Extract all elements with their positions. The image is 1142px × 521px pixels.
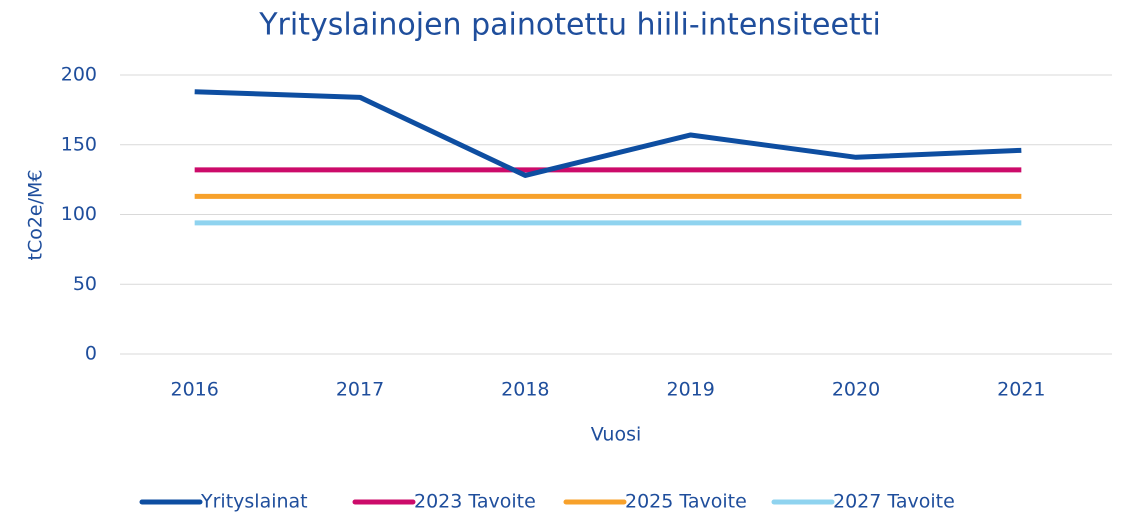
- legend-label: 2023 Tavoite: [414, 491, 536, 513]
- x-tick-label: 2016: [170, 379, 218, 401]
- x-tick-label: 2021: [997, 379, 1045, 401]
- x-tick-label: 2017: [336, 379, 384, 401]
- y-tick-label: 0: [85, 343, 97, 365]
- legend-label: 2025 Tavoite: [625, 491, 747, 513]
- y-tick-label: 150: [61, 133, 97, 155]
- y-tick-label: 50: [73, 273, 97, 295]
- legend-label: 2027 Tavoite: [833, 491, 955, 513]
- y-tick-label: 200: [61, 64, 97, 86]
- series-line: [194, 89, 1022, 178]
- x-tick-label: 2019: [666, 379, 714, 401]
- y-tick-label: 100: [61, 203, 97, 225]
- legend-label: Yrityslainat: [200, 491, 308, 513]
- y-axis-label: tCo2e/M€: [25, 169, 47, 260]
- x-tick-label: 2020: [832, 379, 880, 401]
- x-tick-label: 2018: [501, 379, 549, 401]
- x-axis-label: Vuosi: [591, 424, 642, 446]
- chart-title: Yrityslainojen painotettu hiili-intensit…: [258, 8, 881, 43]
